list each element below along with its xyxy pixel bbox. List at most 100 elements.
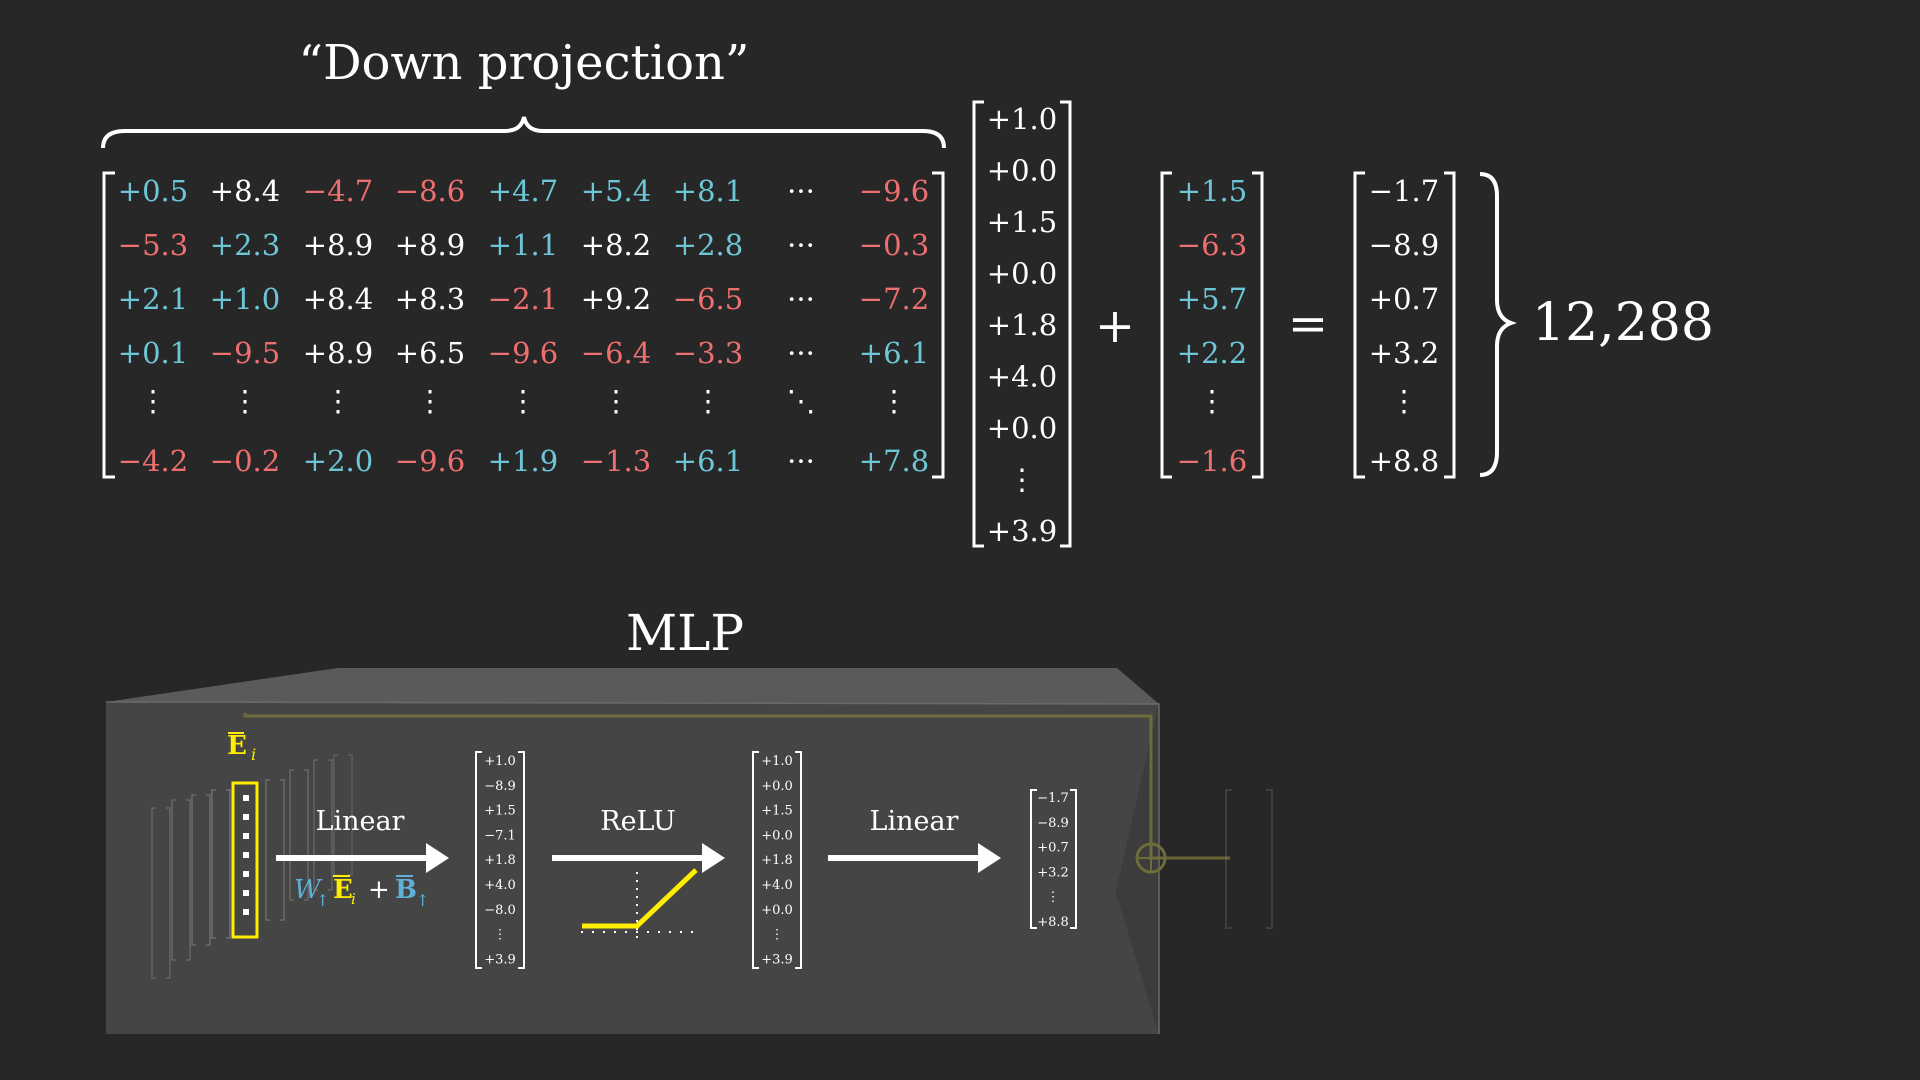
relu-vector-right-bracket [795,751,802,969]
matrix-cell: ⋮ [231,384,260,418]
result-vector: −1.7 −8.9 +0.7 +3.2 ⋮ +8.8 [1369,174,1439,478]
matrix-cell: +8.3 [395,282,465,316]
result-vector-cell: +3.2 [1369,336,1439,370]
dimension-curly-brace [1479,172,1517,477]
embedding-entry-mark [243,795,249,801]
formula-bias: B [395,875,417,905]
formula-embedding: E [333,875,353,905]
input-vector-cell: +4.0 [987,360,1057,394]
relu-vector-cell: +0.0 [761,903,793,918]
matrix-cell: ··· [787,336,815,370]
matrix-cell: −9.5 [210,336,280,370]
output-vector-cell: −8.9 [1037,816,1069,831]
hidden-vector-cell: −8.0 [484,903,516,918]
matrix-cell: −6.5 [673,282,743,316]
embedding-entry-mark [243,909,249,915]
top-curly-brace [101,116,946,149]
bias-vector-cell: ⋮ [1198,384,1227,418]
bias-vector: +1.5 −6.3 +5.7 +2.2 ⋮ −1.6 [1177,174,1247,478]
matrix-cell: +6.1 [673,444,743,478]
dimension-label: 12,288 [1532,293,1714,353]
relu-vector-cell: +1.5 [761,804,793,819]
highlighted-embedding [231,781,259,939]
matrix-cell: −1.3 [581,444,651,478]
linear1-label: Linear [316,806,405,837]
formula-bias-arrow: ↑ [416,891,429,910]
matrix-cell: −2.1 [488,282,558,316]
input-vector-right-bracket [1060,100,1072,548]
linear1-arrowhead-icon [426,843,449,873]
embedding-entry-mark [243,833,249,839]
relu-label: ReLU [600,806,676,837]
result-vector-cell: ⋮ [1390,384,1419,418]
matrix-cell: +2.0 [303,444,373,478]
mlp-box-top-face [106,668,1159,704]
matrix-cell: +9.2 [581,282,651,316]
hidden-vector: +1.0 −8.9 +1.5 −7.1 +1.8 +4.0 −8.0 ⋮ +3.9 [484,754,516,967]
relu-vector-cell: ⋮ [771,928,784,943]
matrix-cell: ⋮ [509,384,538,418]
formula-plus: + [368,875,390,905]
hidden-vector-cell: +1.5 [484,804,516,819]
hidden-vector-left-bracket [475,751,482,969]
matrix-cell: −0.2 [210,444,280,478]
output-vector-cell: +3.2 [1037,865,1069,880]
embedding-stack [151,754,353,979]
input-vector-cell: +1.8 [987,308,1057,342]
matrix-cell: ⋮ [602,384,631,418]
matrix-cell: +0.1 [118,336,188,370]
result-vector-cell: +8.8 [1369,444,1439,478]
matrix-cell: −8.6 [395,174,465,208]
plus-sign: + [1095,298,1135,354]
result-vector-cell: +0.7 [1369,282,1439,316]
linear1-formula: W ↑ E i + B ↑ [294,875,429,910]
embedding-column [151,807,171,979]
embedding-column [191,794,211,946]
hidden-vector-cell: −8.9 [484,779,516,794]
matrix-cell: +0.5 [118,174,188,208]
matrix-cell: ··· [787,228,815,262]
relu-vector-cell: +1.0 [761,754,793,769]
input-vector-cell: +0.0 [987,257,1057,291]
result-vector-right-bracket [1444,171,1456,479]
input-vector-cell: +0.0 [987,411,1057,445]
matrix-cell: −4.2 [118,444,188,478]
relu-vector-cell: +3.9 [761,952,793,967]
matrix-cell: +1.9 [488,444,558,478]
bias-vector-cell: +5.7 [1177,282,1247,316]
mlp-box-right-face [1116,704,1159,1034]
matrix-cell: +8.9 [395,228,465,262]
matrix-cell: ⋮ [880,384,909,418]
matrix-cell: +5.4 [581,174,651,208]
matrix-cell: +6.5 [395,336,465,370]
embedding-label-subscript: i [251,745,256,764]
formula-weight: W [294,875,323,905]
formula-weight-arrow: ↑ [316,891,329,910]
embedding-label: E [227,731,247,761]
bias-vector-right-bracket [1252,171,1264,479]
matrix-cell: +8.1 [673,174,743,208]
matrix-cell: +1.1 [488,228,558,262]
weight-matrix: +0.5 +8.4 −4.7 −8.6 +4.7 +5.4 +8.1 ··· −9.6 −5.3 +… [118,174,929,478]
input-vector-cell: +3.9 [987,514,1057,548]
relu-vector-cell: +1.8 [761,853,793,868]
matrix-cell: +8.2 [581,228,651,262]
bias-vector-cell: −1.6 [1177,444,1247,478]
matrix-cell: +8.9 [303,228,373,262]
matrix-cell: −9.6 [859,174,929,208]
bias-vector-cell: +2.2 [1177,336,1247,370]
matrix-cell: −5.3 [118,228,188,262]
matrix-cell: −0.3 [859,228,929,262]
input-vector-cell: +0.0 [987,154,1057,188]
matrix-cell: ··· [787,174,815,208]
input-vector-cell: +1.0 [987,102,1057,136]
hidden-vector-cell: +1.8 [484,853,516,868]
equals-sign: = [1288,296,1328,352]
hidden-vector-cell: +3.9 [484,952,516,967]
mlp-section: MLP E i Linear W ↑ E i [105,604,1273,1034]
relu-vector-cell: +4.0 [761,878,793,893]
highlighted-embedding-entries [243,795,249,915]
input-vector-cell: +1.5 [987,205,1057,239]
matrix-cell: −3.3 [673,336,743,370]
